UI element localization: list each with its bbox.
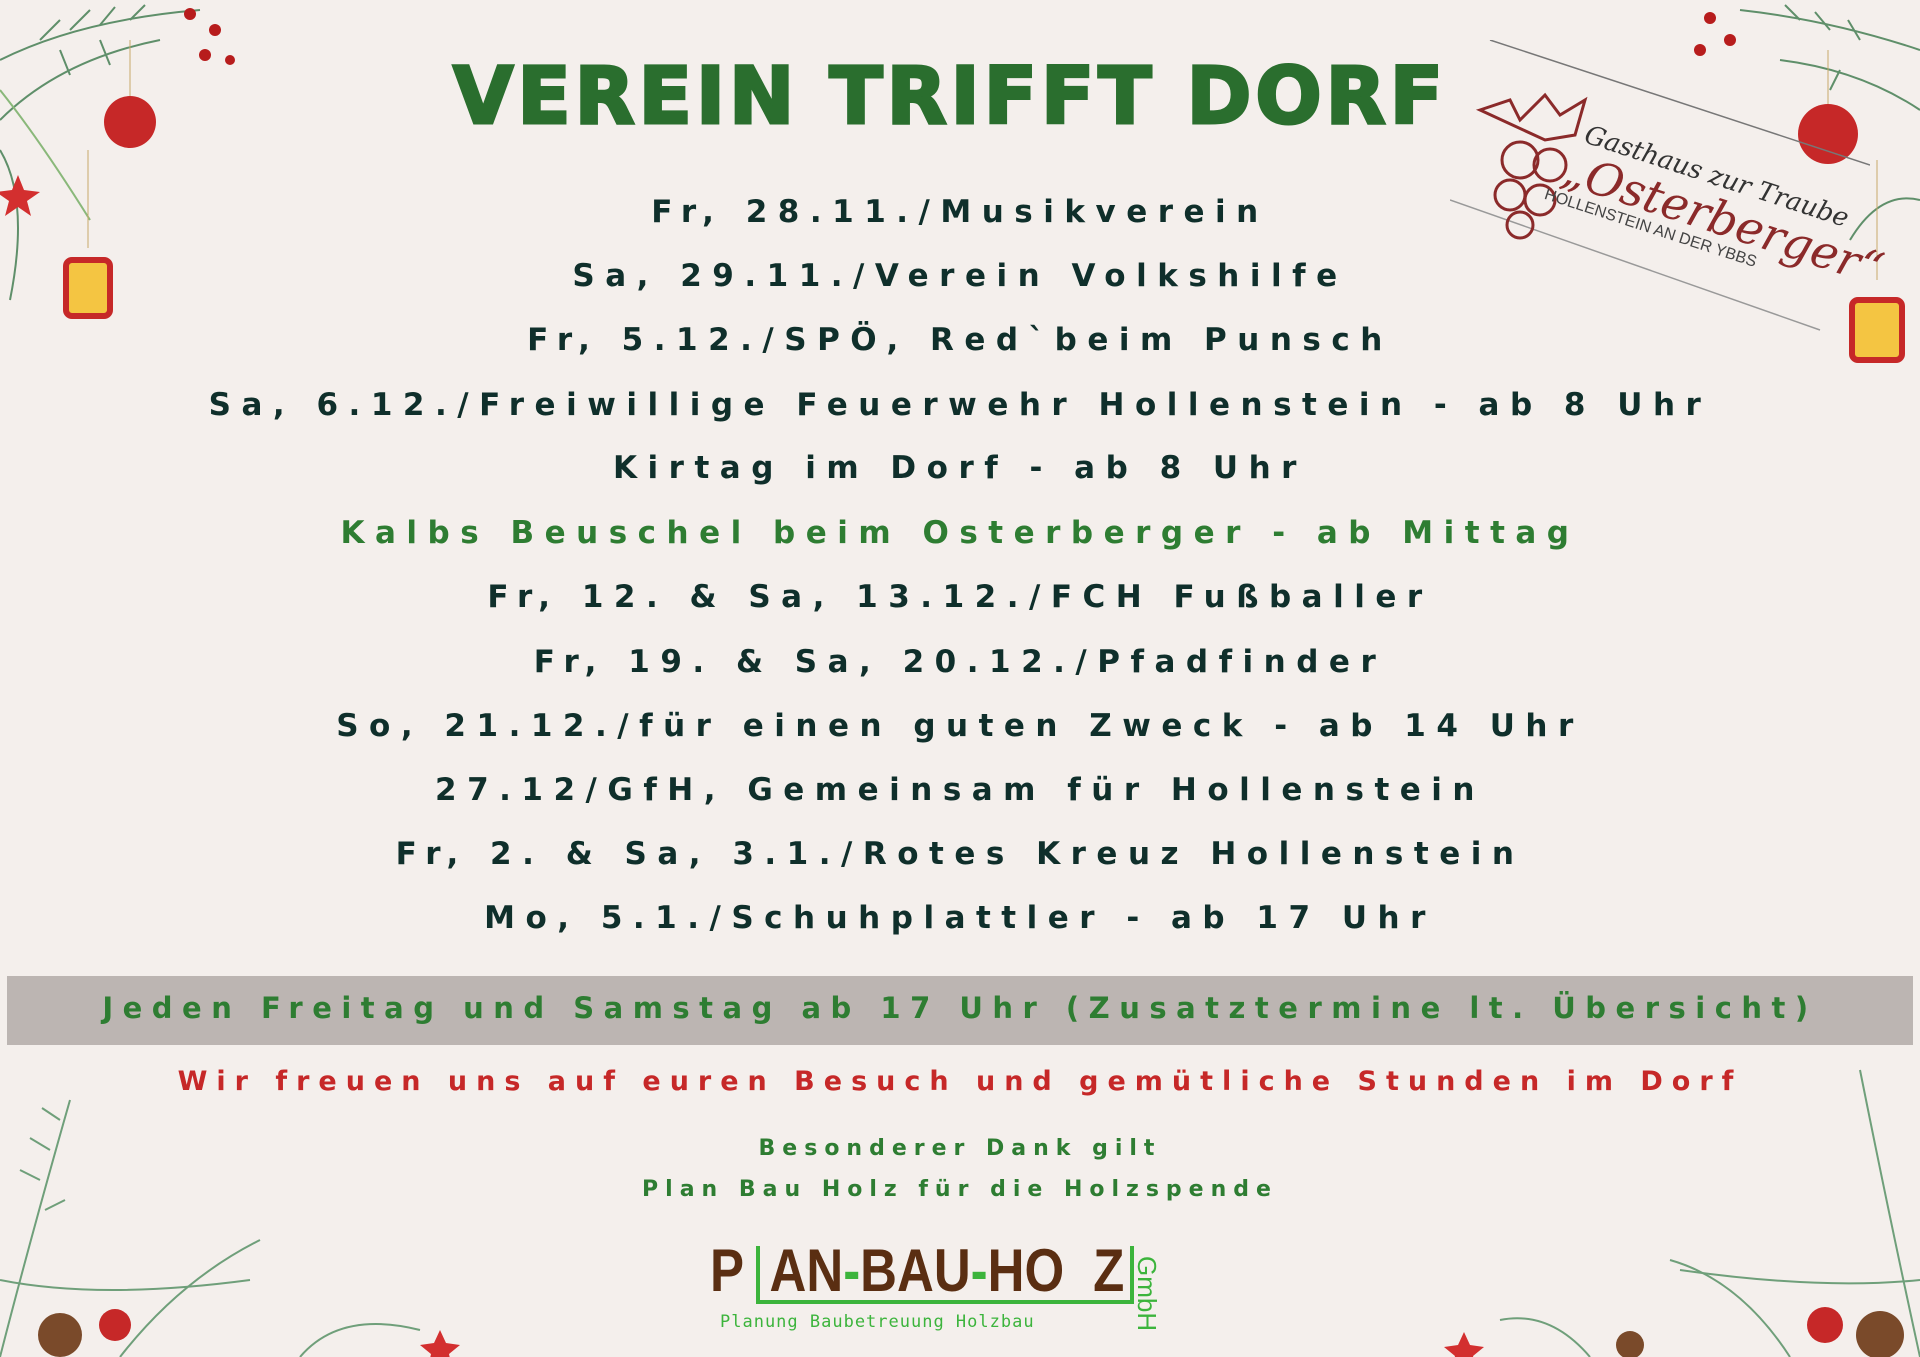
logo-dash: - xyxy=(843,1237,861,1304)
thanks-line: Plan Bau Holz für die Holzspende xyxy=(642,1177,1278,1202)
logo-dash: - xyxy=(970,1237,988,1304)
christmas-branch-decoration-top-left xyxy=(0,4,235,319)
logo-letter: P xyxy=(710,1237,745,1304)
christmas-branch-decoration-top-right xyxy=(1694,4,1920,363)
logo-letter: BAU xyxy=(860,1237,971,1304)
schedule-item: Mo, 5.1./Schuhplattler - ab 17 Uhr xyxy=(484,900,1436,936)
lantern-icon xyxy=(1849,297,1905,363)
logo-suffix: GmbH xyxy=(1132,1256,1162,1332)
ornament-icon xyxy=(1798,104,1858,164)
page-title: Verein trifft Dorf xyxy=(451,51,1448,144)
schedule-item: 27.12/GfH, Gemeinsam für Hollenstein xyxy=(435,772,1485,808)
logo-bracket xyxy=(756,1246,1134,1304)
logo-letter: AN xyxy=(769,1237,844,1304)
logo-letter: HO xyxy=(987,1237,1065,1304)
schedule-item: Sa, 29.11./Verein Volkshilfe xyxy=(572,258,1348,294)
schedule-item-highlight: Kalbs Beuschel beim Osterberger - ab Mit… xyxy=(340,515,1580,551)
logo-letter: Z xyxy=(1093,1237,1125,1304)
schedule-item: Sa, 6.12./Freiwillige Feuerwehr Hollenst… xyxy=(208,387,1712,423)
christmas-branch-decoration-bottom-right xyxy=(1444,1069,1920,1357)
grape-icon xyxy=(1475,92,1588,240)
schedule-item: Fr, 5.12./SPÖ, Red`beim Punsch xyxy=(527,322,1393,358)
schedule-item: Fr, 28.11./Musikverein xyxy=(651,194,1269,230)
restaurant-logo: Gasthaus zur Traube „Osterberger“ HOLLEN… xyxy=(1450,40,1890,340)
christmas-branch-decoration-bottom-left xyxy=(0,1099,460,1357)
ornament-icon xyxy=(1807,1307,1843,1343)
lantern-icon xyxy=(63,257,113,319)
star-icon xyxy=(0,175,40,216)
logo-tagline: Planung Baubetreuung Holzbau xyxy=(720,1312,1035,1332)
opening-hours-text: Jeden Freitag und Samstag ab 17 Uhr (Zus… xyxy=(102,991,1818,1025)
schedule-item: Fr, 12. & Sa, 13.12./FCH Fußballer xyxy=(487,579,1433,615)
closing-message: Wir freuen uns auf euren Besuch und gemü… xyxy=(177,1066,1743,1097)
pinecone-icon xyxy=(1856,1311,1904,1357)
opening-hours-banner: Jeden Freitag und Samstag ab 17 Uhr (Zus… xyxy=(7,976,1913,1045)
schedule-item: Fr, 2. & Sa, 3.1./Rotes Kreuz Hollenstei… xyxy=(395,836,1525,872)
ornament-icon xyxy=(104,96,156,148)
thanks-line: Besonderer Dank gilt xyxy=(758,1136,1162,1161)
schedule-item: Kirtag im Dorf - ab 8 Uhr xyxy=(613,450,1307,486)
pinecone-icon xyxy=(38,1313,82,1357)
ornament-icon xyxy=(99,1309,131,1341)
schedule-item: So, 21.12./für einen guten Zweck - ab 14… xyxy=(336,708,1584,744)
schedule-item: Fr, 19. & Sa, 20.12./Pfadfinder xyxy=(533,644,1387,680)
sponsor-logo: P AN-BAU-HO Z GmbH Planung Baubetreuung Ho… xyxy=(700,1228,1220,1348)
